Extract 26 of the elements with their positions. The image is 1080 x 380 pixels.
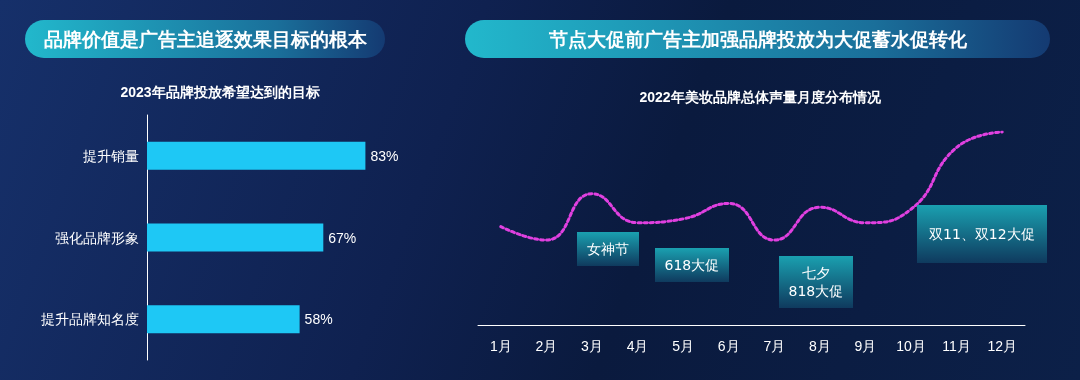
x-tick-label: 12月: [987, 338, 1017, 354]
callout-box: 女神节: [577, 232, 639, 266]
chart-title: 品牌价值是广告主追逐效果目标的根本: [25, 20, 385, 58]
chart-subtitle: 2022年美妆品牌总体声量月度分布情况: [639, 89, 882, 105]
x-tick-label: 7月: [763, 338, 786, 354]
callout-box: 618大促: [654, 248, 730, 282]
x-tick-label: 5月: [672, 338, 695, 354]
x-tick-label: 10月: [896, 338, 926, 354]
data-label: 67%: [328, 229, 357, 246]
y-tick-label: 强化品牌形象: [55, 229, 139, 246]
y-tick-label: 提升销量: [83, 147, 139, 164]
x-tick-label: 3月: [581, 338, 603, 354]
x-tick-label: 6月: [717, 338, 740, 354]
callout-box: 双11、双12大促: [917, 205, 1047, 263]
callout-box: 七夕 818大促: [778, 256, 854, 308]
x-tick-label: 2月: [535, 338, 558, 354]
x-tick-label: 4月: [626, 338, 649, 354]
data-label: 58%: [304, 311, 333, 328]
chart-title: 节点大促前广告主加强品牌投放为大促蓄水促转化: [465, 20, 1050, 58]
x-tick-label: 9月: [854, 338, 877, 354]
y-tick-label: 提升品牌知名度: [41, 311, 139, 328]
data-label: 83%: [370, 147, 399, 164]
x-tick-label: 1月: [489, 338, 512, 354]
x-tick-label: 8月: [808, 338, 831, 354]
x-tick-label: 11月: [942, 338, 971, 354]
chart-subtitle: 2023年品牌投放希望达到的目标: [120, 84, 320, 100]
